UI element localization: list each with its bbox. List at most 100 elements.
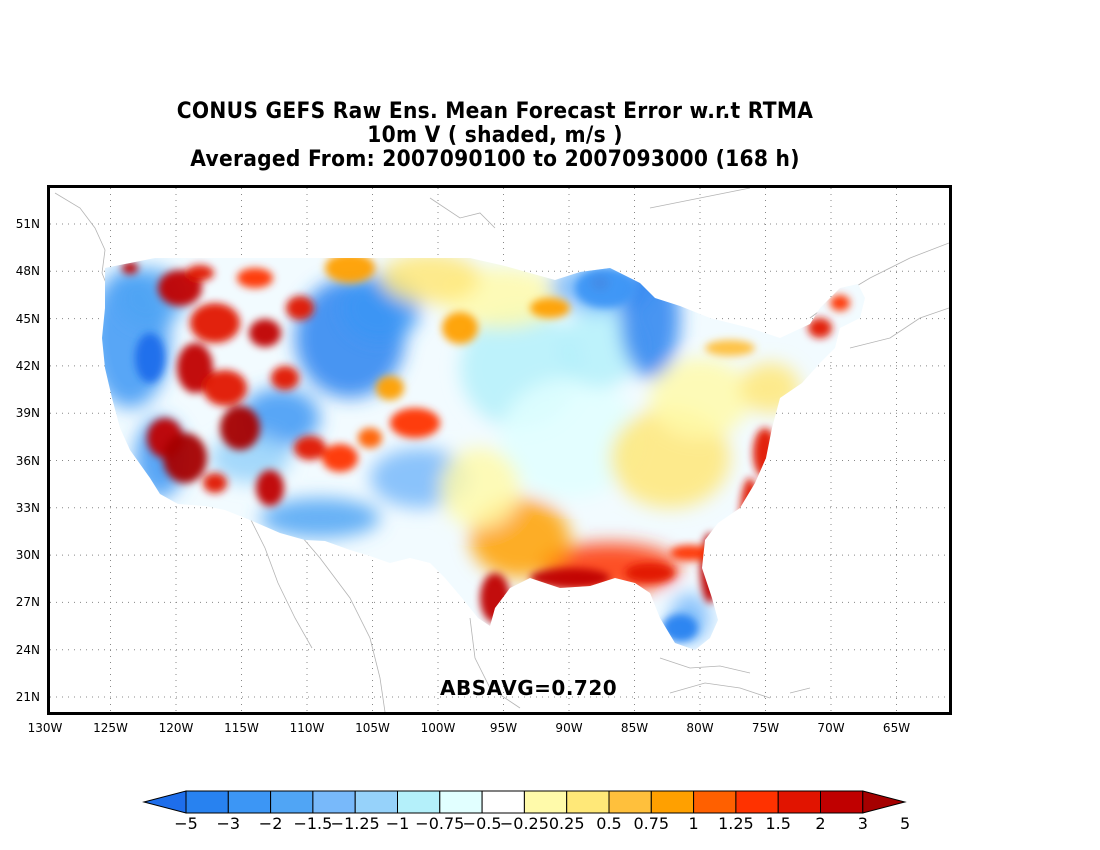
field-patch [560,308,640,388]
field-patch [135,333,165,383]
colorbar-tick-label: 1.5 [765,814,791,833]
field-patch [662,614,698,642]
field-patch [190,303,240,343]
field-patch [177,343,213,393]
field-patch [530,568,610,588]
lon-label: 105W [355,721,390,735]
colorbar-swatch [312,790,356,814]
field-patch [575,268,635,308]
colorbar-swatch [270,790,314,814]
colorbar-tick-label: −5 [174,814,198,833]
field-patch [390,408,440,438]
colorbar-tick-label: −0.25 [499,814,549,833]
colorbar-tick-label: −2 [258,814,283,833]
colorbar-swatch [862,790,907,814]
colorbar-tick-label: 3 [857,814,868,833]
field-patch [647,648,683,650]
field-patch [442,312,478,344]
colorbar-tick-label: 0.5 [596,814,622,833]
field-patch [808,318,832,338]
lon-label: 125W [93,721,128,735]
lat-label: 33N [15,500,40,515]
colorbar-swatch [227,790,272,814]
lon-label: 85W [620,721,649,735]
plot-title: CONUS GEFS Raw Ens. Mean Forecast Error … [0,100,990,172]
field-patch [380,258,480,303]
lat-label: 27N [15,595,40,610]
field-patch [220,406,260,450]
field-patch [322,444,358,472]
lat-label: 39N [15,406,40,421]
lon-label: 90W [555,721,583,735]
lat-label: 42N [15,358,40,373]
field-patch [240,388,320,448]
colorbar-swatch [523,790,568,814]
field-patch [620,258,680,378]
field-patch [530,298,570,318]
field-patch [740,478,760,558]
colorbar-swatch [608,790,652,814]
colorbar-tick-label: 0.75 [633,814,670,833]
lat-label: 48N [15,264,40,279]
field-patch [705,340,755,356]
field-patch [237,268,273,288]
colorbar-swatch [481,790,525,814]
field-patch [872,308,888,328]
field-patch [625,563,675,583]
error-field [102,258,888,650]
colorbar-tick-label: −0.5 [462,814,502,833]
field-patch [260,498,380,538]
colorbar-swatch [820,790,864,814]
colorbar-tick-label: 2 [815,814,826,833]
field-patch [440,448,520,528]
colorbar-swatch [650,790,695,814]
coastline-outlines [54,188,949,712]
colorbar-swatch [693,790,737,814]
colorbar-swatch [397,790,441,814]
field-patch [376,376,404,400]
field-patch [203,370,247,406]
lon-label: 95W [489,721,518,735]
field-patch [358,428,382,448]
field-patch [480,573,510,623]
colorbar-swatch [777,790,822,814]
field-patch [830,295,850,311]
colorbar-swatch [354,790,399,814]
colorbar-tick-label: −3 [216,814,241,833]
lon-label: 120W [158,721,194,735]
colorbar-tick-label: −0.75 [415,814,465,833]
field-patch [249,319,281,347]
field-patch [163,433,207,483]
title-line-3: Averaged From: 2007090100 to 2007093000 … [190,147,800,172]
lat-label: 24N [15,642,40,657]
field-patch [271,366,299,390]
field-patch [670,545,710,561]
field-patch [740,363,800,413]
colorbar-tick-label: 0.25 [548,814,585,833]
lat-label: 21N [15,690,40,704]
colorbar-tick-label: 1 [688,814,699,833]
lon-label: 80W [686,721,714,735]
field-patch [500,378,640,498]
field-patch [256,470,284,506]
colorbar-swatch [735,790,779,814]
absavg-statistic: ABSAVG=0.720 [440,676,618,700]
lat-label: 45N [15,311,40,326]
field-patch [700,533,720,603]
field-patch [122,262,138,274]
lon-label: 110W [289,721,325,735]
lat-label: 51N [15,217,40,231]
lon-label: 100W [420,721,456,735]
lon-label: 65W [882,721,911,735]
title-line-1: CONUS GEFS Raw Ens. Mean Forecast Error … [176,99,814,124]
colorbar-tick-label: −1 [385,814,410,833]
colorbar-swatch [185,790,229,814]
colorbar-tick-label: −1.25 [330,814,380,833]
lon-label: 70W [817,721,845,735]
field-patch [325,258,375,283]
field-patch [203,473,227,493]
field-patch [286,296,314,320]
colorbar-tick-label: −1.5 [293,814,333,833]
colorbar-swatch [142,790,187,814]
field-patch [650,358,750,438]
